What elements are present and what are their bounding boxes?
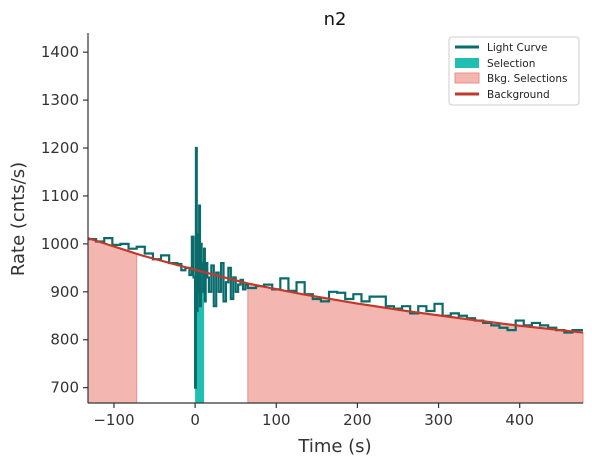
x-tick-label: 400 [505,411,534,429]
light-curve-line [88,146,583,389]
legend-label-light-curve: Light Curve [487,42,548,54]
x-tick-label: −100 [93,411,134,429]
legend-swatch-bkg-selections [454,72,480,84]
legend-frame [448,36,580,106]
x-tick-label: 100 [262,411,291,429]
y-axis-ticks: 700 800 900 1000 1100 1200 1300 1400 [41,43,88,397]
y-tick-label: 1100 [41,187,79,205]
x-axis-label: Time (s) [297,436,371,457]
y-tick-label: 1200 [41,139,79,157]
bkg-selection-area [87,237,138,404]
y-axis-label: Rate (cnts/s) [8,162,29,276]
y-tick-label: 900 [50,283,79,301]
background-line [88,237,583,334]
legend-label-selection: Selection [487,58,535,70]
series-layer [88,146,583,389]
legend-label-bkg-selections: Bkg. Selections [487,73,567,85]
axes [87,33,583,404]
y-tick-label: 1400 [41,43,79,61]
y-tick-label: 1000 [41,235,79,253]
legend: Light Curve Selection Bkg. Selections Ba… [448,36,580,106]
y-tick-label: 1300 [41,91,79,109]
y-tick-label: 700 [50,379,79,397]
bkg-selection-area [247,282,584,404]
x-tick-label: 300 [424,411,453,429]
bkg-selection-regions [87,237,584,404]
y-tick-label: 800 [50,331,79,349]
legend-swatch-selection [455,58,479,68]
x-axis-ticks: −100 0 100 200 300 400 [93,403,534,429]
x-tick-label: 0 [190,411,200,429]
x-tick-label: 200 [343,411,372,429]
chart-title: n2 [324,9,347,30]
legend-label-background: Background [487,89,550,101]
